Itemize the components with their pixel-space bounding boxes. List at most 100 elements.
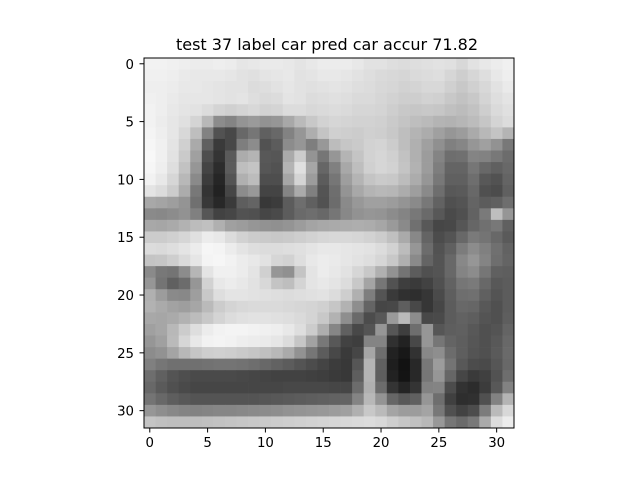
heatmap-cell [352,335,365,348]
heatmap-cell [201,243,214,255]
heatmap-cell [155,277,168,290]
heatmap-cell [433,185,445,198]
heatmap-cell [444,58,457,70]
heatmap-cell [456,173,469,186]
heatmap-cell [398,335,411,348]
heatmap-cell [144,81,156,94]
heatmap-cell [294,416,307,429]
heatmap-cell [409,370,422,383]
heatmap-cell [144,254,156,267]
heatmap-cell [444,150,457,163]
heatmap-cell [398,358,411,371]
heatmap-cell [294,69,307,82]
heatmap-cell [352,127,365,140]
heatmap-cell [433,104,445,117]
heatmap-cell [467,138,480,151]
x-tick-label: 10 [257,436,274,451]
heatmap-cell [340,150,353,163]
heatmap-cell [236,404,249,417]
heatmap-cell [236,289,249,302]
heatmap-cell [398,254,411,267]
heatmap-cell [201,370,214,383]
heatmap-cell [317,289,330,302]
heatmap-cell [224,404,237,417]
heatmap-cell [398,381,411,394]
heatmap-cell [363,277,376,290]
heatmap-cell [144,289,156,302]
heatmap-cell [294,185,307,198]
heatmap-cell [317,254,330,267]
heatmap-cell [409,312,422,325]
heatmap-cell [479,266,492,279]
heatmap-cell [190,323,203,336]
heatmap-cell [201,219,214,232]
heatmap-cell [352,347,365,359]
heatmap-cell [155,289,168,302]
heatmap-cell [317,347,330,359]
heatmap-cell [282,208,295,221]
heatmap-cell [502,347,515,359]
heatmap-cell [213,127,226,140]
heatmap-cell [479,58,492,70]
heatmap-cell [190,243,203,255]
heatmap-cell [409,162,422,174]
heatmap-cell [340,277,353,290]
heatmap-cell [294,150,307,163]
heatmap-cell [305,69,318,82]
heatmap-cell [282,404,295,417]
heatmap-cell [305,92,318,105]
heatmap-cell [363,254,376,267]
heatmap-cell [352,150,365,163]
heatmap-cell [213,58,226,70]
heatmap-cell [248,335,260,348]
heatmap-cell [317,138,330,151]
heatmap-cell [271,323,284,336]
heatmap-cell [271,69,284,82]
heatmap-cell [178,185,191,198]
heatmap-cell [282,104,295,117]
heatmap-cell [259,196,272,209]
heatmap-cell [340,404,353,417]
chart-title: test 37 label car pred car accur 71.82 [176,35,478,54]
heatmap-cell [375,208,388,221]
heatmap-cell [167,404,180,417]
heatmap-cell [167,219,180,232]
heatmap-cell [352,312,365,325]
heatmap-cell [490,115,503,128]
heatmap-cell [329,358,341,371]
heatmap-cell [352,277,365,290]
heatmap-cell [178,300,191,313]
heatmap-cell [305,243,318,255]
heatmap-cell [271,185,284,198]
heatmap-cell [282,69,295,82]
heatmap-cell [236,323,249,336]
heatmap-cell [502,254,515,267]
heatmap-cell [282,173,295,186]
heatmap-cell [317,243,330,255]
heatmap-cell [329,323,341,336]
heatmap-cell [352,185,365,198]
heatmap-cell [201,312,214,325]
heatmap-cell [386,208,399,221]
heatmap-cell [433,358,445,371]
heatmap-cell [398,404,411,417]
heatmap-cell [433,150,445,163]
heatmap-cell [467,289,480,302]
heatmap-cell [398,58,411,70]
heatmap-cell [352,69,365,82]
heatmap-cell [421,150,434,163]
heatmap-cell [282,58,295,70]
heatmap-cell [201,347,214,359]
heatmap-cell [317,208,330,221]
heatmap-cell [248,150,260,163]
heatmap-cell [409,231,422,244]
heatmap-cell [502,323,515,336]
heatmap-cell [294,347,307,359]
heatmap-cell [352,370,365,383]
heatmap-cell [363,300,376,313]
heatmap-cell [398,323,411,336]
heatmap-cell [178,277,191,290]
heatmap-cell [467,300,480,313]
heatmap-cell [444,358,457,371]
